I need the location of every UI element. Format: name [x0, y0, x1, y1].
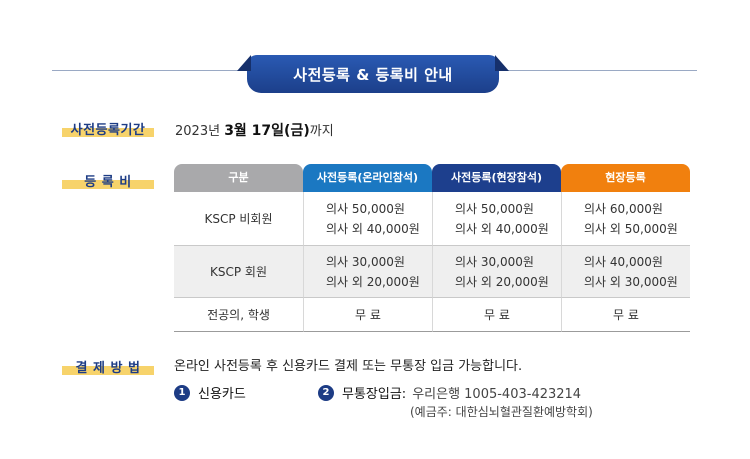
fee-cell: 의사 60,000원 의사 외 50,000원 — [561, 192, 690, 246]
table-row: 전공의, 학생 무 료 무 료 무 료 — [174, 298, 690, 332]
fee-line: 의사 40,000원 — [584, 254, 663, 269]
row-category: KSCP 회원 — [174, 246, 303, 298]
fee-free: 무 료 — [613, 307, 639, 322]
fee-cell: 무 료 — [561, 298, 690, 332]
fee-table: 구분 사전등록(온라인참석) 사전등록(현장참석) 현장등록 KSCP 비회원 … — [174, 164, 690, 332]
label-highlight — [62, 366, 154, 375]
account-holder: (예금주: 대한심뇌혈관질환예방학회) — [410, 405, 593, 419]
period-date-prefix: 2023년 — [175, 124, 225, 139]
payment-label: 결 제 방 법 — [62, 357, 154, 376]
bank-account: 우리은행 1005-403-423214 — [412, 387, 582, 402]
fee-line: 의사 50,000원 — [326, 201, 405, 216]
fee-cell: 무 료 — [303, 298, 432, 332]
fee-cell: 의사 50,000원 의사 외 40,000원 — [303, 192, 432, 246]
fee-line: 의사 외 40,000원 — [326, 221, 420, 236]
header-onsite: 현장등록 — [561, 164, 690, 192]
fee-line: 의사 외 30,000원 — [584, 274, 678, 289]
label-highlight — [62, 128, 154, 137]
fee-line: 의사 60,000원 — [584, 201, 663, 216]
payment-label-text: 결 제 방 법 — [75, 360, 141, 376]
row-category: 전공의, 학생 — [174, 298, 303, 332]
table-row: KSCP 비회원 의사 50,000원 의사 외 40,000원 의사 50,0… — [174, 192, 690, 246]
fee-line: 의사 외 50,000원 — [584, 221, 678, 236]
period-date-suffix: 까지 — [309, 124, 334, 139]
fee-line: 의사 외 20,000원 — [455, 274, 549, 289]
payment-option-transfer: 2 무통장입금: 우리은행 1005-403-423214 — [318, 383, 581, 402]
option-transfer-title: 무통장입금: — [342, 387, 407, 402]
fee-label: 등 록 비 — [62, 171, 154, 190]
payment-description: 온라인 사전등록 후 신용카드 결제 또는 무통장 입금 가능합니다. — [174, 359, 523, 374]
fee-line: 의사 30,000원 — [326, 254, 405, 269]
period-date: 2023년 3월 17일(금)까지 — [175, 120, 334, 140]
header-category: 구분 — [174, 164, 303, 192]
fee-cell: 의사 40,000원 의사 외 30,000원 — [561, 246, 690, 298]
number-badge: 2 — [318, 384, 334, 401]
fee-table-header: 구분 사전등록(온라인참석) 사전등록(현장참석) 현장등록 — [174, 164, 690, 192]
banner-title: 사전등록 & 등록비 안내 — [293, 65, 453, 84]
label-highlight — [62, 180, 154, 189]
option-card-text: 신용카드 — [198, 387, 246, 402]
fee-cell: 의사 50,000원 의사 외 40,000원 — [432, 192, 561, 246]
fee-free: 무 료 — [355, 307, 381, 322]
period-label-text: 사전등록기간 — [70, 122, 146, 138]
fee-free: 무 료 — [484, 307, 510, 322]
period-date-bold: 3월 17일(금) — [224, 123, 310, 139]
payment-option-card: 1 신용카드 — [174, 383, 246, 402]
fee-line: 의사 외 40,000원 — [455, 221, 549, 236]
fee-line: 의사 30,000원 — [455, 254, 534, 269]
fee-line: 의사 50,000원 — [455, 201, 534, 216]
section-banner: 사전등록 & 등록비 안내 — [247, 55, 499, 93]
table-row: KSCP 회원 의사 30,000원 의사 외 20,000원 의사 30,00… — [174, 246, 690, 298]
fee-line: 의사 외 20,000원 — [326, 274, 420, 289]
header-onsite-pre: 사전등록(현장참석) — [432, 164, 561, 192]
period-label: 사전등록기간 — [62, 119, 154, 138]
fee-cell: 의사 30,000원 의사 외 20,000원 — [303, 246, 432, 298]
fee-label-text: 등 록 비 — [84, 174, 132, 190]
fee-cell: 의사 30,000원 의사 외 20,000원 — [432, 246, 561, 298]
header-online: 사전등록(온라인참석) — [303, 164, 432, 192]
fee-cell: 무 료 — [432, 298, 561, 332]
row-category: KSCP 비회원 — [174, 192, 303, 246]
number-badge: 1 — [174, 384, 190, 401]
